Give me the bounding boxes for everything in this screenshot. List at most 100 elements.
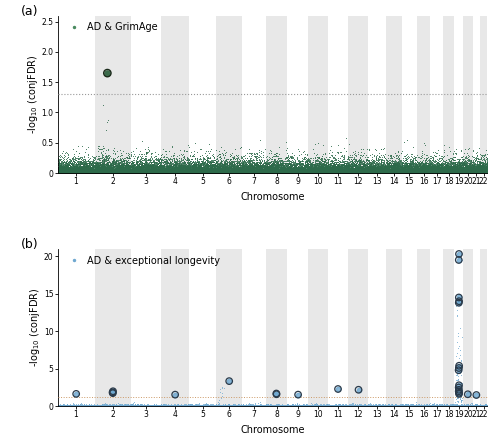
Point <box>267 167 275 174</box>
Point <box>382 169 390 176</box>
Point <box>368 402 376 409</box>
Point <box>283 145 291 152</box>
Point <box>281 166 289 173</box>
Point <box>254 400 262 407</box>
Point <box>262 402 270 409</box>
Point <box>464 163 472 170</box>
Point <box>428 402 436 409</box>
Point <box>178 403 186 410</box>
Point <box>126 403 134 410</box>
Point <box>324 169 332 176</box>
Point <box>104 402 112 409</box>
Point <box>91 402 99 409</box>
Point <box>244 402 252 409</box>
Point <box>174 168 182 175</box>
Point <box>365 165 373 172</box>
Point <box>406 402 414 409</box>
Point <box>400 167 408 174</box>
Point <box>66 166 74 173</box>
Point <box>218 168 226 175</box>
Point <box>378 167 386 174</box>
Point <box>274 402 282 409</box>
Point <box>192 168 200 175</box>
Point <box>411 402 419 409</box>
Point <box>410 403 418 410</box>
Point <box>214 403 222 410</box>
Point <box>134 403 142 410</box>
Point <box>152 403 160 410</box>
Point <box>203 402 211 409</box>
Point <box>94 167 102 174</box>
Point <box>236 169 244 176</box>
Point <box>153 402 161 409</box>
Point <box>350 402 358 409</box>
Point <box>191 402 199 409</box>
Point <box>268 161 276 168</box>
Point <box>192 402 200 409</box>
Point <box>422 155 430 162</box>
Point <box>215 154 223 161</box>
Point <box>425 167 433 174</box>
Point <box>418 402 426 409</box>
Point <box>179 161 187 168</box>
Point <box>257 169 265 176</box>
Point <box>290 169 298 176</box>
Point <box>228 169 236 176</box>
Point <box>363 157 371 164</box>
Point <box>446 403 454 410</box>
Point <box>264 169 272 176</box>
Point <box>330 167 338 174</box>
Point <box>462 401 469 408</box>
Point <box>354 403 362 410</box>
Point <box>84 403 92 410</box>
Point <box>116 166 124 174</box>
Point <box>191 169 199 176</box>
Point <box>145 168 153 175</box>
Point <box>258 401 266 408</box>
Point <box>80 168 88 175</box>
Point <box>200 160 208 167</box>
Point <box>375 169 383 176</box>
Point <box>306 402 314 409</box>
Point <box>294 170 302 177</box>
Point <box>108 402 116 409</box>
Point <box>262 167 270 174</box>
Point <box>401 401 409 408</box>
Point <box>110 403 118 410</box>
Point <box>436 167 444 174</box>
Point <box>179 167 187 174</box>
Point <box>111 402 119 409</box>
Point <box>308 164 316 171</box>
Point <box>388 156 396 163</box>
Point <box>96 403 104 410</box>
Point <box>382 402 390 409</box>
Point <box>272 400 280 407</box>
Point <box>196 402 204 409</box>
Point <box>152 403 160 410</box>
Point <box>134 402 141 409</box>
Point <box>440 166 448 173</box>
Point <box>214 401 222 408</box>
Point <box>272 403 280 410</box>
Point <box>246 165 254 172</box>
Point <box>217 164 225 171</box>
Point <box>342 167 350 174</box>
Point <box>138 402 145 409</box>
Point <box>234 402 241 409</box>
Point <box>432 403 440 410</box>
Point <box>220 402 228 409</box>
Point <box>374 163 382 170</box>
Point <box>463 402 471 409</box>
Point <box>111 169 119 176</box>
Point <box>379 402 387 409</box>
Point <box>86 403 94 410</box>
Point <box>106 169 114 176</box>
Point <box>400 162 408 169</box>
Point <box>124 170 132 177</box>
Point <box>261 169 269 176</box>
Point <box>95 402 103 409</box>
Point <box>297 401 305 408</box>
Point <box>214 169 222 176</box>
Point <box>426 403 434 410</box>
Point <box>94 170 102 177</box>
